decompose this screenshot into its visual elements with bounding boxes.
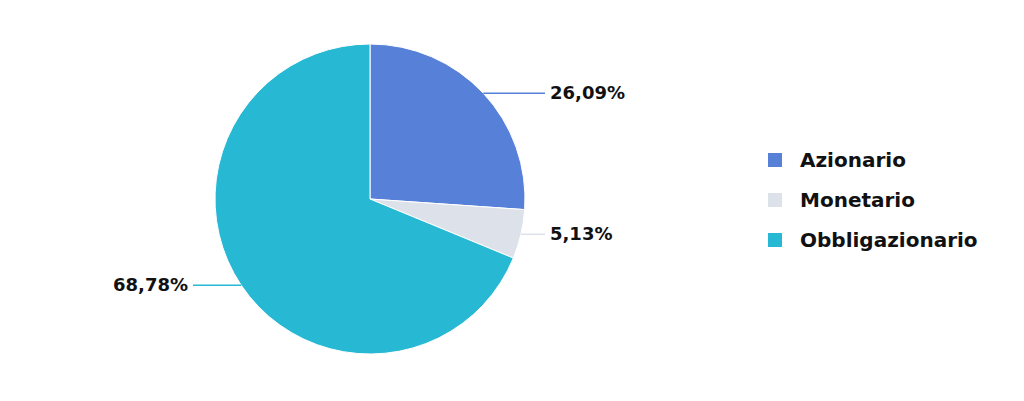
- data-labels: 26,09% 5,13% 68,78%: [113, 82, 625, 295]
- chart: 26,09% 5,13% 68,78% Azionario Monetario Obbli…: [0, 0, 1024, 401]
- data-label: 26,09%: [550, 82, 625, 103]
- slices: [215, 44, 525, 354]
- slice: [215, 44, 513, 354]
- legend-label: Azionario: [800, 148, 906, 172]
- data-label: 5,13%: [550, 223, 612, 244]
- legend-swatch: [768, 193, 782, 207]
- label-connector: [483, 92, 545, 94]
- data-label: 68,78%: [113, 274, 188, 295]
- label-connector: [193, 284, 241, 286]
- legend-label: Obbligazionario: [800, 228, 978, 252]
- legend-swatch: [768, 233, 782, 247]
- slice: [370, 44, 525, 210]
- label-connector: [521, 234, 545, 236]
- legend-swatch: [768, 153, 782, 167]
- legend: Azionario Monetario Obbligazionario: [768, 148, 978, 252]
- legend-label: Monetario: [800, 188, 915, 212]
